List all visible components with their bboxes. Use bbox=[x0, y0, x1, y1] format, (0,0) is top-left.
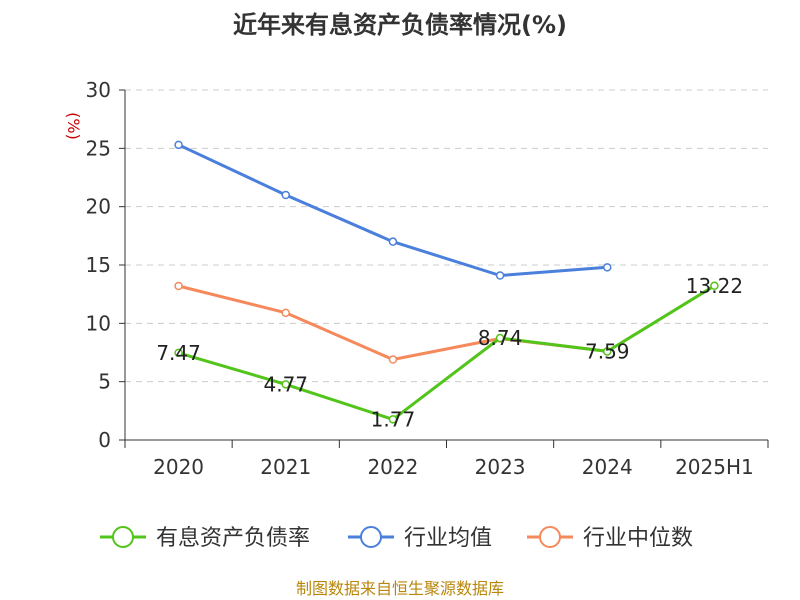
legend-item[interactable]: 行业均值 bbox=[348, 526, 492, 551]
data-label: 7.59 bbox=[585, 339, 630, 363]
legend[interactable]: 有息资产负债率 行业均值 行业中位数 bbox=[100, 526, 693, 551]
data-point[interactable] bbox=[388, 355, 398, 364]
grid-lines bbox=[125, 89, 768, 383]
data-labels: 7.47 4.77 1.77 8.74 7.59 13.22 bbox=[156, 274, 743, 432]
data-point[interactable] bbox=[710, 281, 719, 291]
data-point[interactable] bbox=[495, 271, 505, 280]
data-point[interactable] bbox=[603, 263, 612, 272]
legend-item[interactable]: 行业中位数 bbox=[527, 526, 693, 551]
data-point[interactable] bbox=[388, 237, 398, 246]
series-line bbox=[178, 284, 716, 421]
legend-item[interactable]: 有息资产负债率 bbox=[100, 526, 310, 551]
data-label: 4.77 bbox=[263, 372, 308, 396]
series-lines bbox=[174, 140, 719, 424]
legend-marker-icon bbox=[112, 526, 134, 548]
x-tick-label: 2023 bbox=[475, 455, 526, 479]
legend-marker-icon bbox=[360, 526, 382, 548]
series-line bbox=[177, 143, 608, 277]
x-tick-label: 2020 bbox=[153, 455, 204, 479]
legend-label: 行业中位数 bbox=[583, 526, 693, 551]
y-tick-label: 30 bbox=[86, 78, 111, 102]
series-line bbox=[178, 284, 608, 361]
data-point[interactable] bbox=[281, 308, 290, 318]
y-axis-unit: (%) bbox=[64, 112, 83, 140]
data-point[interactable] bbox=[281, 380, 290, 389]
data-label: 13.22 bbox=[686, 274, 743, 298]
data-point[interactable] bbox=[174, 140, 183, 150]
data-point[interactable] bbox=[281, 190, 290, 200]
legend-label: 行业均值 bbox=[404, 526, 492, 551]
data-label: 1.77 bbox=[371, 407, 416, 431]
data-label: 7.47 bbox=[156, 341, 201, 365]
y-tick-label: 0 bbox=[98, 428, 111, 452]
data-point[interactable] bbox=[388, 415, 398, 424]
axes: 0 5 10 15 20 25 30 2020 2021 2022 2023 2024 2025H1 bbox=[86, 78, 769, 479]
y-tick-label: 15 bbox=[86, 253, 111, 277]
x-tick-label: 2022 bbox=[367, 455, 418, 479]
x-tick-label: 2024 bbox=[582, 455, 633, 479]
x-tick-label: 2021 bbox=[260, 455, 311, 479]
legend-label: 有息资产负债率 bbox=[156, 526, 310, 551]
chart-title: 近年来有息资产负债率情况(%) bbox=[233, 11, 567, 39]
y-tick-label: 10 bbox=[86, 311, 111, 335]
x-tick-label: 2025H1 bbox=[675, 455, 754, 479]
y-tick-label: 5 bbox=[98, 370, 111, 394]
y-tick-label: 20 bbox=[86, 195, 111, 219]
data-point[interactable] bbox=[174, 281, 183, 291]
data-point[interactable] bbox=[495, 333, 505, 343]
data-point[interactable] bbox=[174, 348, 183, 358]
source-note: 制图数据来自恒生聚源数据库 bbox=[296, 579, 504, 598]
data-label: 8.74 bbox=[478, 326, 523, 350]
data-point[interactable] bbox=[603, 347, 612, 356]
legend-marker-icon bbox=[539, 526, 561, 548]
y-tick-label: 25 bbox=[86, 136, 111, 160]
